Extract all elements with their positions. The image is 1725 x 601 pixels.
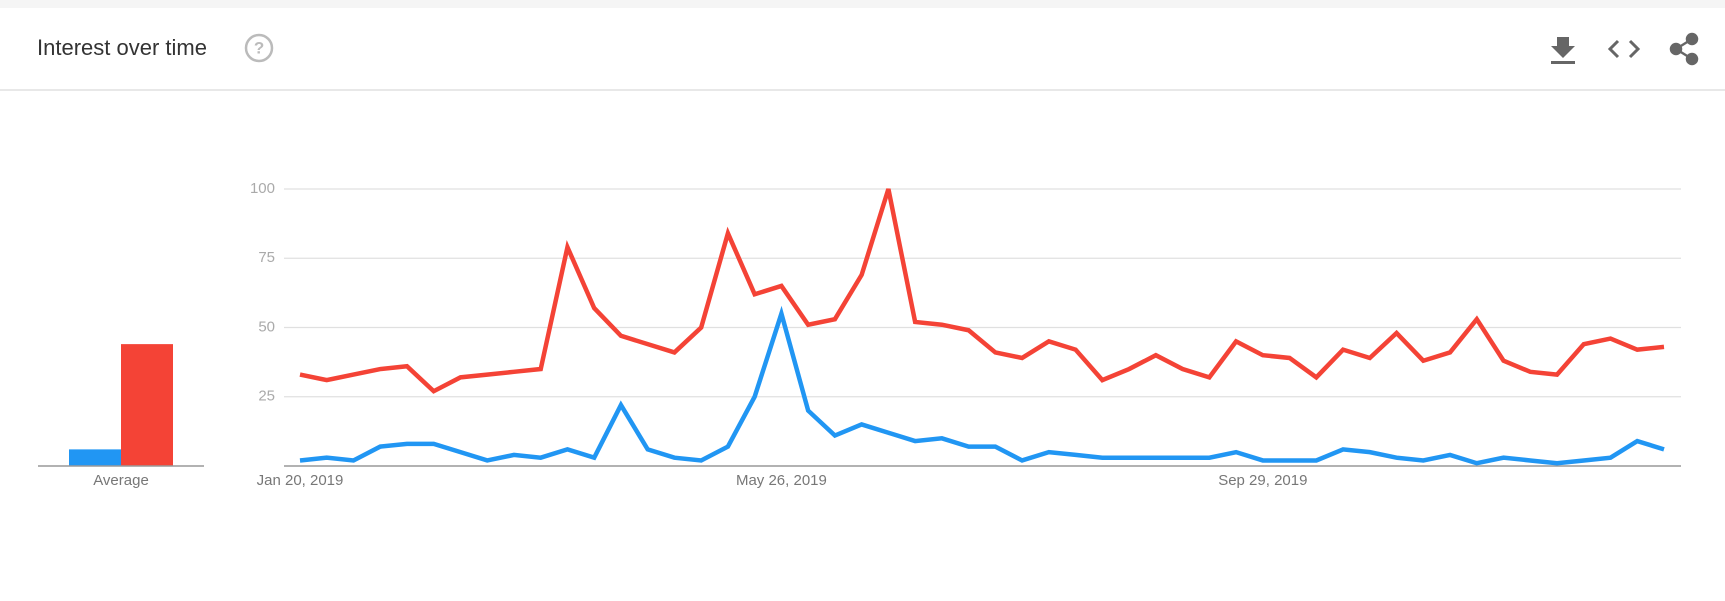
help-icon[interactable]: ? [244,33,274,63]
series-line [299,188,1665,394]
x-tick-label: May 26, 2019 [736,472,827,489]
y-tick-label: 100 [250,180,275,197]
average-label: Average [93,472,149,489]
download-icon[interactable] [1551,37,1575,64]
x-tick-label: Jan 20, 2019 [257,472,344,489]
y-tick-label: 50 [258,318,275,335]
x-tick-label: Sep 29, 2019 [1218,472,1307,489]
y-tick-label: 25 [258,388,275,405]
svg-text:?: ? [254,38,264,57]
y-tick-label: 75 [258,249,275,266]
series-line [299,305,1665,466]
average-bar [121,344,173,466]
average-bar [69,449,121,466]
chart-title: Interest over time [37,35,207,60]
top-strip [0,0,1725,8]
embed-icon[interactable] [1607,39,1641,59]
share-icon[interactable] [1669,32,1699,66]
